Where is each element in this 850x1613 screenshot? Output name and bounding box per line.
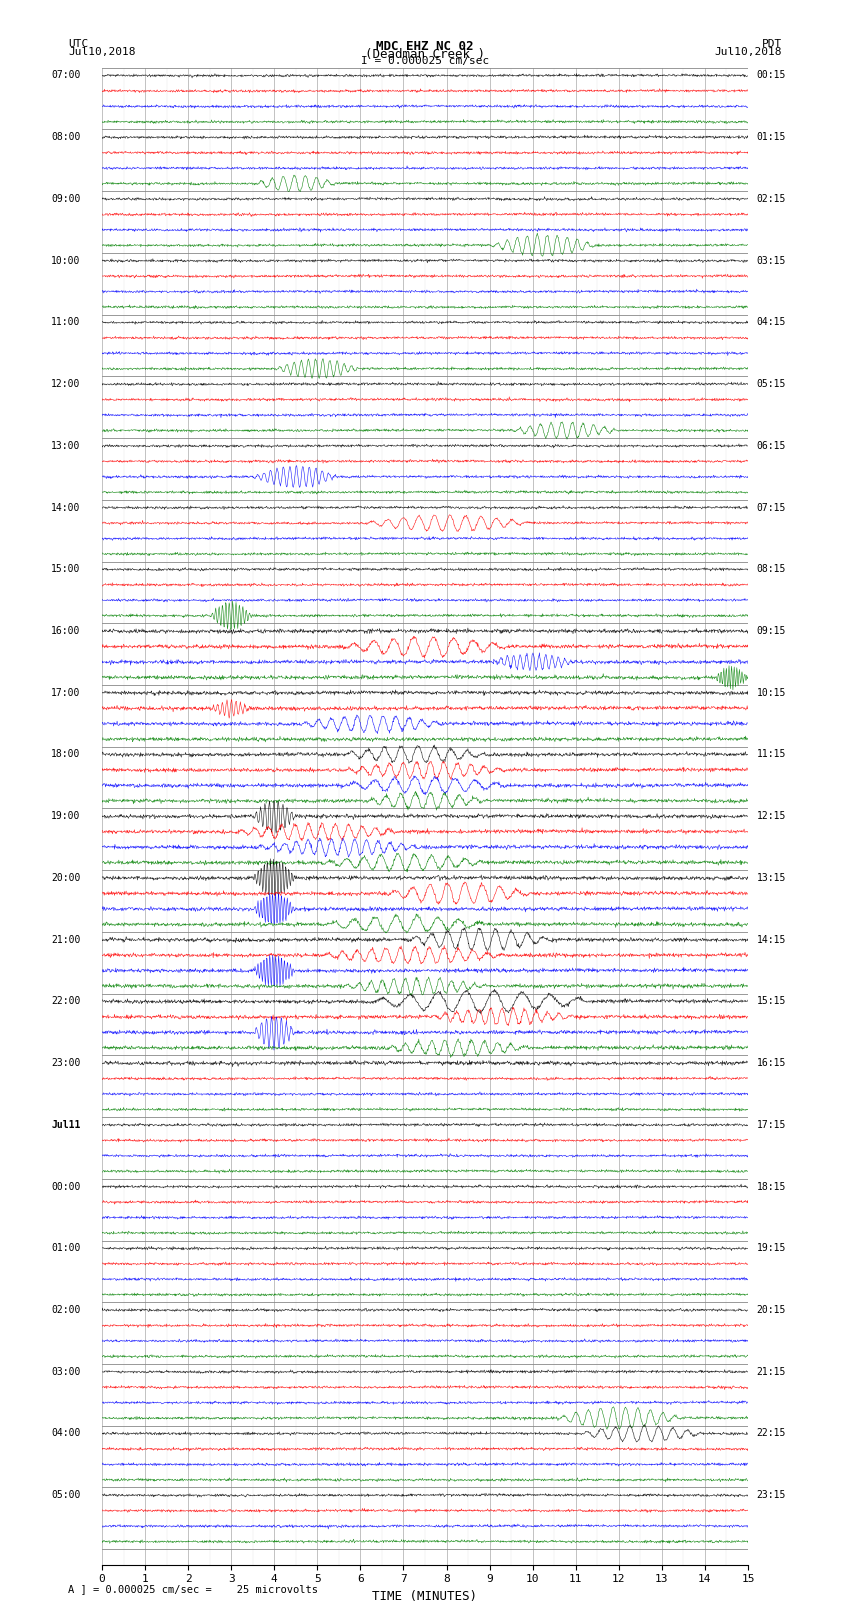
Text: 07:15: 07:15 — [756, 503, 786, 513]
Text: 12:15: 12:15 — [756, 811, 786, 821]
Text: 04:15: 04:15 — [756, 318, 786, 327]
Text: UTC: UTC — [68, 39, 88, 48]
Text: 15:00: 15:00 — [51, 565, 81, 574]
Text: 19:15: 19:15 — [756, 1244, 786, 1253]
Text: 13:00: 13:00 — [51, 440, 81, 450]
Text: MDC EHZ NC 02: MDC EHZ NC 02 — [377, 40, 473, 53]
Text: 05:00: 05:00 — [51, 1490, 81, 1500]
Text: 11:00: 11:00 — [51, 318, 81, 327]
Text: 14:00: 14:00 — [51, 503, 81, 513]
Text: 05:15: 05:15 — [756, 379, 786, 389]
Text: 00:15: 00:15 — [756, 71, 786, 81]
Text: 08:00: 08:00 — [51, 132, 81, 142]
Text: 19:00: 19:00 — [51, 811, 81, 821]
Text: 01:15: 01:15 — [756, 132, 786, 142]
Text: 09:15: 09:15 — [756, 626, 786, 636]
Text: 07:00: 07:00 — [51, 71, 81, 81]
Text: 23:15: 23:15 — [756, 1490, 786, 1500]
Text: 21:15: 21:15 — [756, 1366, 786, 1378]
Text: 09:00: 09:00 — [51, 194, 81, 203]
Text: 00:00: 00:00 — [51, 1182, 81, 1192]
Text: 13:15: 13:15 — [756, 873, 786, 882]
Text: I = 0.000025 cm/sec: I = 0.000025 cm/sec — [361, 56, 489, 66]
Text: 01:00: 01:00 — [51, 1244, 81, 1253]
Text: 11:15: 11:15 — [756, 750, 786, 760]
Text: 17:00: 17:00 — [51, 687, 81, 698]
Text: (Deadman Creek ): (Deadman Creek ) — [365, 48, 485, 61]
Text: 10:15: 10:15 — [756, 687, 786, 698]
Text: 22:00: 22:00 — [51, 997, 81, 1007]
Text: 14:15: 14:15 — [756, 934, 786, 945]
Text: 02:00: 02:00 — [51, 1305, 81, 1315]
Text: Jul10,2018: Jul10,2018 — [715, 47, 782, 56]
Text: PDT: PDT — [762, 39, 782, 48]
Text: Jul10,2018: Jul10,2018 — [68, 47, 135, 56]
X-axis label: TIME (MINUTES): TIME (MINUTES) — [372, 1590, 478, 1603]
Text: 21:00: 21:00 — [51, 934, 81, 945]
Text: 16:15: 16:15 — [756, 1058, 786, 1068]
Text: 12:00: 12:00 — [51, 379, 81, 389]
Text: 03:15: 03:15 — [756, 255, 786, 266]
Text: 15:15: 15:15 — [756, 997, 786, 1007]
Text: 22:15: 22:15 — [756, 1429, 786, 1439]
Text: Jul11: Jul11 — [51, 1119, 81, 1129]
Text: 23:00: 23:00 — [51, 1058, 81, 1068]
Text: 17:15: 17:15 — [756, 1119, 786, 1129]
Text: 08:15: 08:15 — [756, 565, 786, 574]
Text: 04:00: 04:00 — [51, 1429, 81, 1439]
Text: 18:00: 18:00 — [51, 750, 81, 760]
Text: 02:15: 02:15 — [756, 194, 786, 203]
Text: 16:00: 16:00 — [51, 626, 81, 636]
Text: 10:00: 10:00 — [51, 255, 81, 266]
Text: 18:15: 18:15 — [756, 1182, 786, 1192]
Text: 20:15: 20:15 — [756, 1305, 786, 1315]
Text: 03:00: 03:00 — [51, 1366, 81, 1378]
Text: 20:00: 20:00 — [51, 873, 81, 882]
Text: A ] = 0.000025 cm/sec =    25 microvolts: A ] = 0.000025 cm/sec = 25 microvolts — [68, 1584, 318, 1594]
Text: 06:15: 06:15 — [756, 440, 786, 450]
